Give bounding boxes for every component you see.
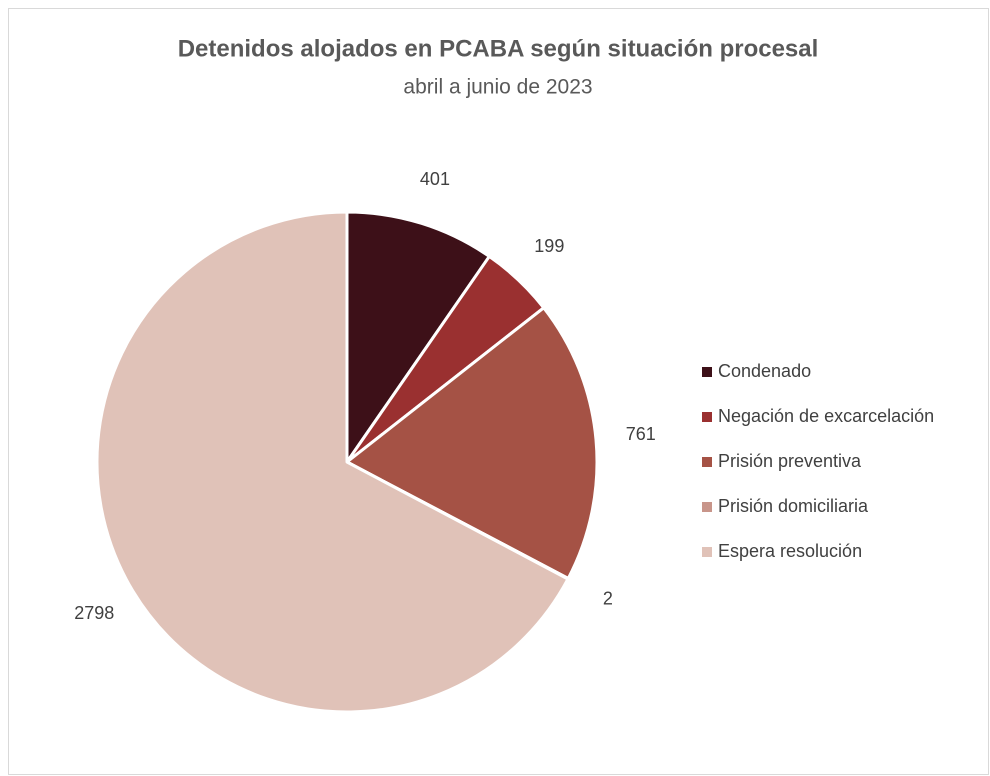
chart-subtitle: abril a junio de 2023 [403, 76, 592, 99]
legend-swatch [702, 367, 712, 377]
legend-swatch [702, 547, 712, 557]
data-label: 2798 [74, 603, 114, 623]
legend-label: Negación de excarcelación [718, 406, 934, 426]
pie-slice [345, 210, 491, 464]
legend-swatch [702, 457, 712, 467]
data-label: 761 [626, 424, 656, 444]
pie-slice [345, 306, 599, 580]
legend-label: Prisión preventiva [718, 451, 862, 471]
legend-swatch [702, 412, 712, 422]
pie-slice [95, 210, 570, 714]
legend-label: Espera resolución [718, 541, 862, 561]
legend-label: Prisión domiciliaria [718, 496, 869, 516]
chart-title: Detenidos alojados en PCABA según situac… [178, 35, 819, 62]
legend-swatch [702, 502, 712, 512]
data-label: 199 [534, 236, 564, 256]
legend-label: Condenado [718, 361, 811, 381]
data-label: 2 [603, 589, 613, 609]
data-label: 401 [420, 169, 450, 189]
